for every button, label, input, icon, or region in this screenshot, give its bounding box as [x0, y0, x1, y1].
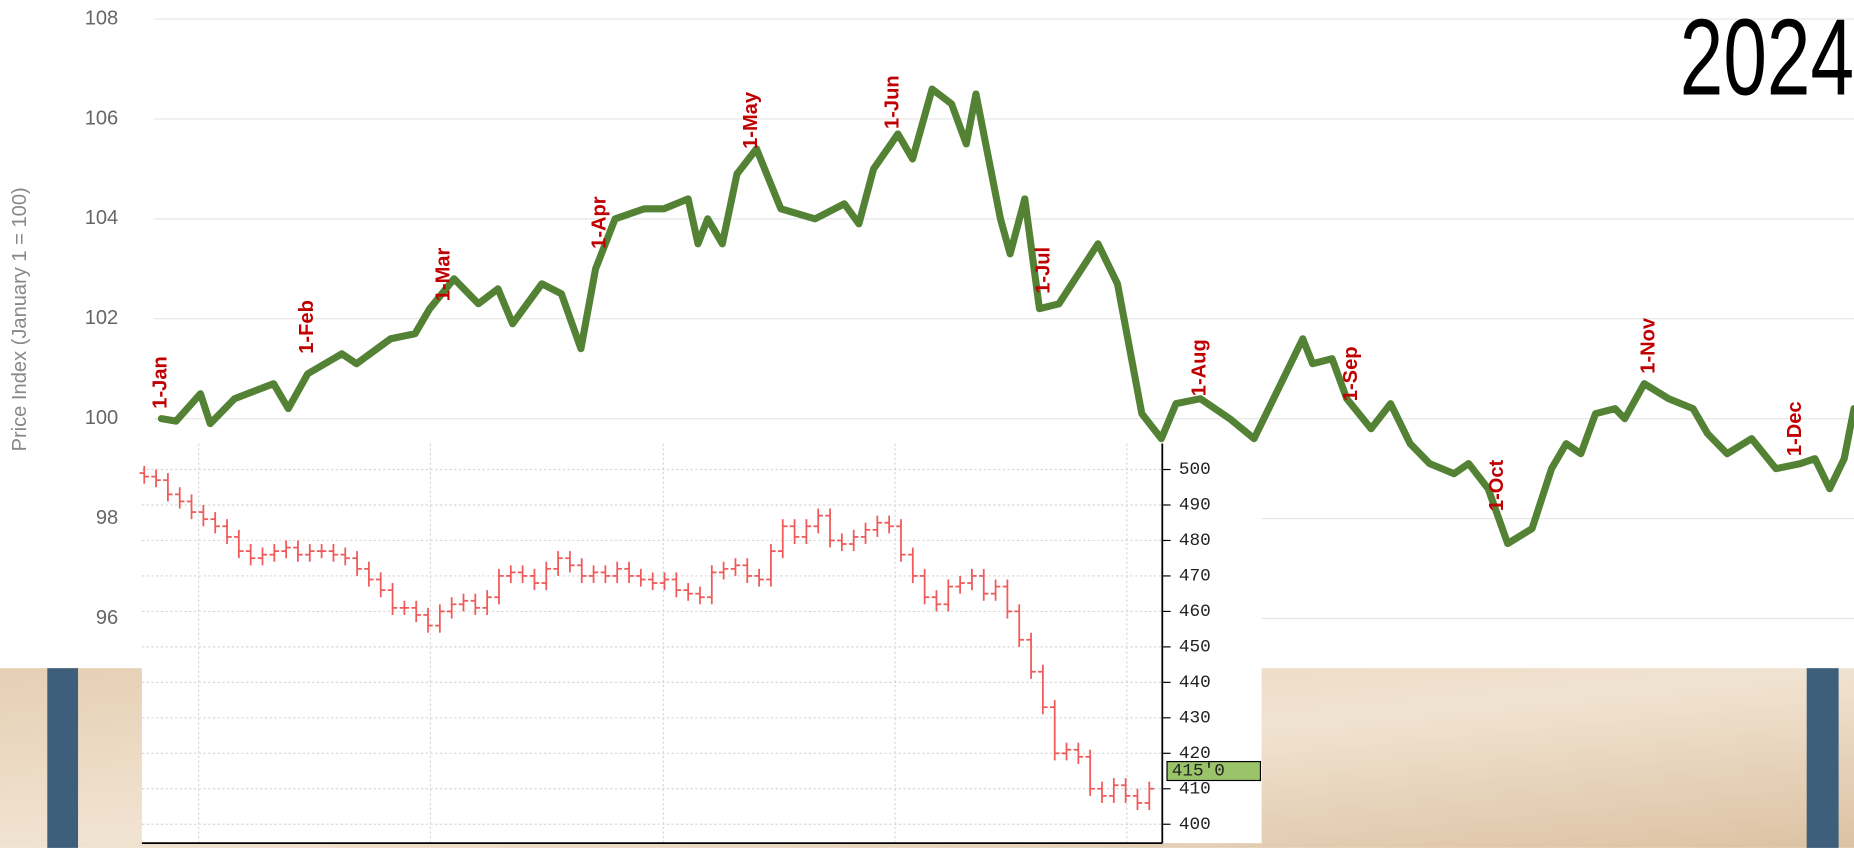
- y-tick-label: 460: [1179, 602, 1211, 622]
- y-tick-label: 96: [96, 607, 118, 629]
- panel-background: [141, 443, 1262, 844]
- y-tick-label: 102: [85, 307, 119, 329]
- ohlc-chart: 400 410 420 430 440 450 460 470 480 490 500 415'0: [139, 460, 1262, 835]
- y-tick-label: 450: [1179, 638, 1211, 658]
- y-tick-label: 470: [1179, 567, 1211, 587]
- last-price-label: 415'0: [1172, 762, 1225, 782]
- price-index-chart: 96 98 100 102 104 106 108 1-Jan 1-Feb 1-Mar 1-Apr 1…: [85, 7, 1854, 629]
- y-tick-label: 430: [1179, 709, 1211, 729]
- y-tick-label: 440: [1179, 673, 1211, 693]
- y-tick-label: 490: [1179, 496, 1211, 516]
- y-tick-label: 500: [1179, 460, 1211, 480]
- y-tick-label: 108: [85, 7, 119, 29]
- month-annotation: 1-Jul: [1033, 247, 1055, 294]
- month-annotation: 1-Dec: [1784, 401, 1806, 456]
- banner-bar: [47, 668, 79, 848]
- ohlc-panel: 400 410 420 430 440 450 460 470 480 490 500 415'0: [139, 443, 1262, 845]
- banner-bar: [1806, 668, 1839, 848]
- month-annotation: 1-Apr: [589, 196, 611, 249]
- month-annotation: 1-May: [740, 91, 762, 149]
- y-axis-label: Price Index (January 1 = 100): [9, 187, 31, 451]
- month-annotation: 1-Jan: [150, 356, 172, 409]
- month-annotation: 1-Nov: [1637, 317, 1659, 374]
- y-tick-label: 106: [85, 107, 119, 129]
- y-tick-label: 100: [85, 407, 119, 429]
- month-annotation: 1-Feb: [296, 300, 318, 354]
- month-annotation: 1-Aug: [1189, 339, 1211, 396]
- vertical-grid: [198, 443, 1128, 844]
- price-line: [157, 85, 1854, 548]
- month-annotation: 1-Sep: [1340, 346, 1362, 401]
- y-tick-label: 410: [1179, 779, 1211, 799]
- y-tick-label: 400: [1179, 815, 1211, 835]
- title: 2024: [1680, 0, 1854, 119]
- y-tick-label: 420: [1179, 744, 1211, 764]
- y-tick-label: 98: [96, 507, 118, 529]
- month-annotation: 1-Jun: [881, 75, 903, 129]
- y-tick-label: 480: [1179, 531, 1211, 551]
- last-price-box: [1166, 760, 1262, 782]
- month-annotation: 1-Oct: [1486, 459, 1508, 511]
- month-annotation: 1-Mar: [433, 248, 455, 302]
- y-tick-label: 104: [85, 207, 119, 229]
